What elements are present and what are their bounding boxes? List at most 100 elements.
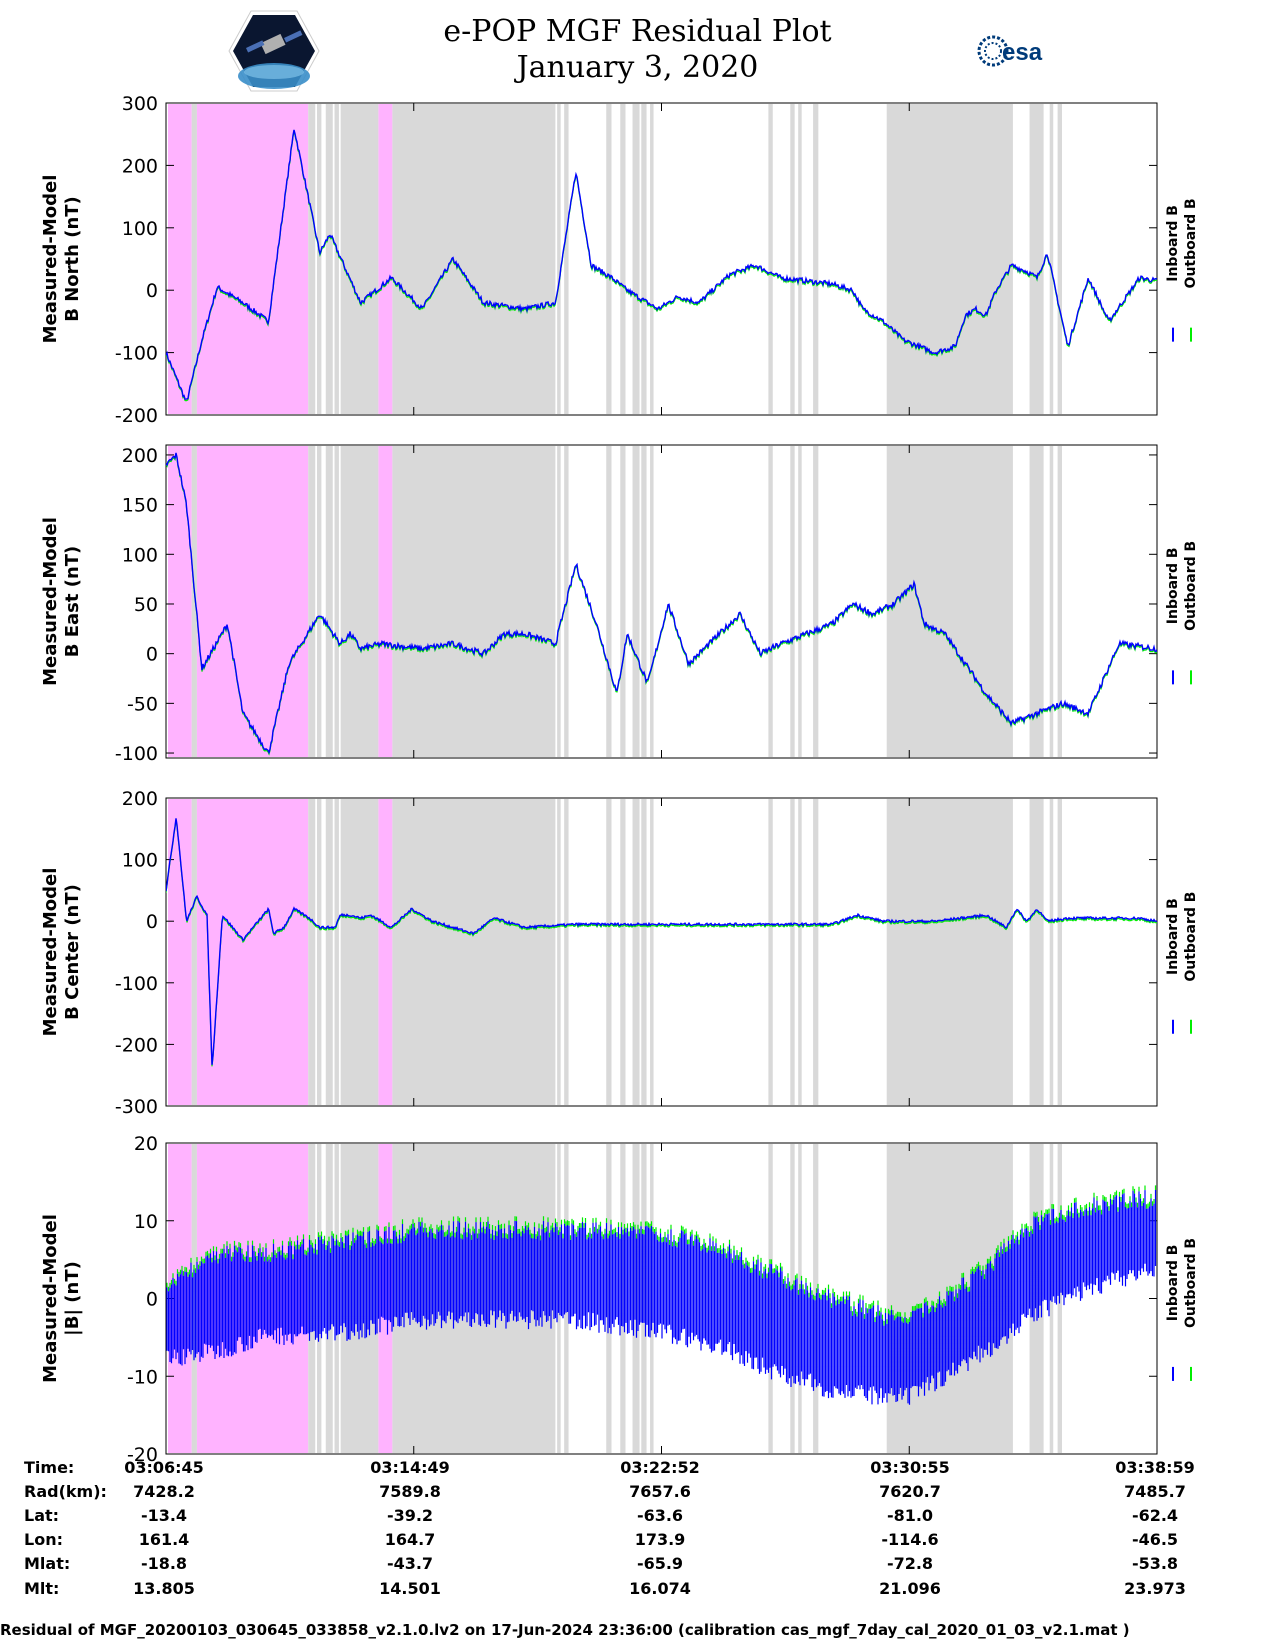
gray-interval (768, 104, 773, 414)
info-cell: 13.805 (133, 1579, 195, 1598)
gray-interval (790, 799, 795, 1105)
gray-interval (632, 799, 640, 1105)
info-cell: -114.6 (881, 1530, 939, 1549)
legend-inboard-label: Inboard B (1165, 205, 1181, 282)
legend-outboard-label: Outboard B (1183, 892, 1199, 982)
gray-interval (557, 104, 561, 414)
info-cell: 21.096 (879, 1579, 941, 1598)
info-row-label: Mlt: (24, 1579, 60, 1598)
gray-interval (334, 799, 339, 1105)
gray-interval (641, 446, 647, 757)
gray-interval (308, 799, 316, 1105)
info-cell: -63.6 (636, 1506, 684, 1525)
gray-interval (886, 799, 1013, 1105)
y-tick-label: -100 (115, 743, 158, 765)
y-tick-label: -10 (127, 1366, 158, 1388)
info-cell: -13.4 (140, 1506, 188, 1525)
gray-interval (325, 446, 333, 757)
y-tick-label: 300 (122, 93, 158, 115)
gray-interval (790, 446, 795, 757)
gray-interval (620, 446, 626, 757)
gray-interval (1057, 446, 1062, 757)
info-row-label: Lat: (24, 1506, 60, 1525)
info-cell: 16.074 (629, 1579, 691, 1598)
y-tick-label: -20 (127, 1444, 158, 1466)
y-tick-label: 50 (134, 594, 158, 616)
gray-interval (325, 104, 333, 414)
y-axis-label-line1: Measured-Model (40, 517, 61, 686)
gray-interval (798, 446, 802, 757)
y-tick-label: 100 (122, 218, 158, 240)
series-inboard-b (166, 452, 1157, 755)
info-cell: 161.4 (138, 1530, 190, 1549)
series-outboard-b (166, 819, 1157, 1067)
gray-interval (317, 104, 322, 414)
y-axis-label: Measured-Model|B| (nT) (40, 1214, 83, 1383)
info-row-label: Mlat: (24, 1554, 71, 1573)
magenta-interval (196, 104, 309, 414)
gray-interval (340, 799, 379, 1105)
info-cell: 7657.6 (629, 1482, 691, 1501)
y-axis-label: Measured-ModelB North (nT) (40, 175, 83, 344)
title-line-1: e-POP MGF Residual Plot (443, 14, 832, 49)
y-tick-label: 0 (146, 1289, 158, 1311)
info-cell: -18.8 (140, 1554, 188, 1573)
panel-4: -20 -10 0 10 20 Measured-Model|B| (nT) Inboard… (40, 1133, 1199, 1466)
gray-interval (606, 1144, 612, 1453)
gray-interval (564, 104, 569, 414)
gray-interval (1057, 799, 1062, 1105)
esa-logo: esa (975, 33, 1045, 77)
cassiope-logo (228, 10, 320, 92)
legend-labels: Inboard B Outboard B (1165, 1238, 1199, 1328)
gray-interval (1049, 799, 1054, 1105)
gray-interval (813, 104, 819, 414)
y-tick-label: -200 (115, 405, 158, 427)
info-cell: 03:22:52 (620, 1458, 700, 1477)
series-inboard-b (166, 818, 1157, 1065)
magenta-interval (196, 799, 309, 1105)
gray-interval (813, 446, 819, 757)
info-cell: 7428.2 (133, 1482, 195, 1501)
info-cell: -39.2 (386, 1506, 434, 1525)
gray-interval (813, 1144, 819, 1453)
y-tick-label: 200 (122, 788, 158, 810)
y-tick-label: 200 (122, 155, 158, 177)
gray-interval (606, 446, 612, 757)
gray-interval (317, 1144, 322, 1453)
info-cell: 7485.7 (1124, 1482, 1186, 1501)
gray-interval (334, 104, 339, 414)
gray-interval (798, 104, 802, 414)
info-cell: 164.7 (384, 1530, 436, 1549)
magenta-interval (378, 104, 393, 414)
gray-interval (1029, 446, 1044, 757)
title-line-2: January 3, 2020 (516, 50, 759, 85)
gray-interval (1049, 446, 1054, 757)
y-axis-label-line1: Measured-Model (40, 175, 61, 344)
y-tick-label: 150 (122, 495, 158, 517)
gray-interval (620, 799, 626, 1105)
legend-labels: Inboard B Outboard B (1165, 541, 1199, 631)
y-axis-label-line2: B East (nT) (62, 546, 83, 658)
legend-outboard-label: Outboard B (1183, 1238, 1199, 1328)
y-tick-label: -100 (115, 343, 158, 365)
legend-inboard-label: Inboard B (1165, 1245, 1181, 1322)
y-axis-label: Measured-ModelB East (nT) (40, 517, 83, 686)
gray-interval (798, 799, 802, 1105)
gray-interval (308, 446, 316, 757)
y-tick-label: 10 (134, 1211, 158, 1233)
y-axis-label-line1: Measured-Model (40, 868, 61, 1037)
legend-labels: Inboard B Outboard B (1165, 892, 1199, 982)
gray-interval (557, 446, 561, 757)
legend-inboard-label: Inboard B (1165, 898, 1181, 975)
panel-3: -300 -200 -100 0 100 200 Measured-ModelB Cente… (40, 788, 1199, 1118)
info-cell: -46.5 (1131, 1530, 1179, 1549)
series-inboard-b (166, 129, 1157, 400)
legend-outboard-label: Outboard B (1183, 198, 1199, 288)
info-row-label: Lon: (24, 1530, 63, 1549)
info-cell: 14.501 (379, 1579, 441, 1598)
info-cell: 03:14:49 (370, 1458, 450, 1477)
y-tick-label: -50 (127, 693, 158, 715)
info-cell: -53.8 (1131, 1554, 1179, 1573)
magenta-interval (168, 446, 192, 757)
gray-interval (886, 104, 1013, 414)
